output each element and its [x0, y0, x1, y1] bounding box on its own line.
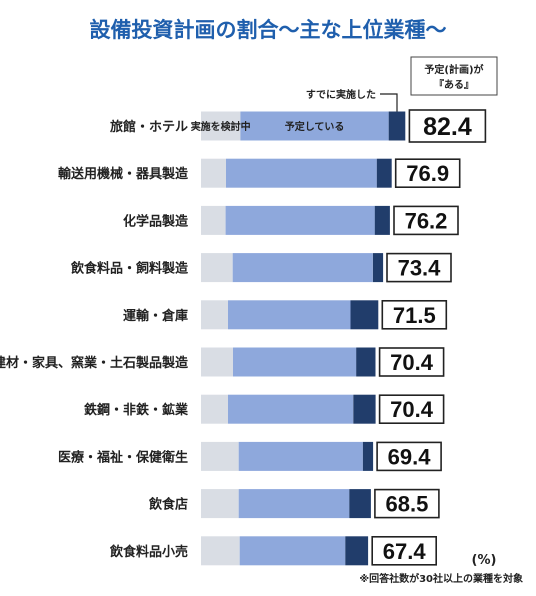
- bar-segment-considering: [201, 111, 241, 141]
- chart-title: 設備投資計画の割合～主な上位業種～: [90, 18, 447, 42]
- category-label: 輸送用機械・器具製造: [58, 166, 189, 182]
- bar-segment-considering: [201, 394, 228, 424]
- total-value-box: [376, 441, 442, 472]
- bar-segment-planned: [228, 394, 354, 424]
- bar-segment-considering: [201, 300, 228, 330]
- bars-group: [201, 111, 406, 566]
- bar-segment-implemented: [372, 253, 384, 283]
- bar-segment-planned: [233, 347, 357, 377]
- bar-segment-implemented: [362, 441, 374, 471]
- total-value-label: 71.5: [393, 303, 436, 328]
- bar-segment-considering: [201, 441, 239, 471]
- bar-segment-implemented: [345, 536, 369, 566]
- category-label: 飲食料品・飼料製造: [70, 261, 189, 277]
- total-value-label: 82.4: [423, 113, 472, 141]
- bar-segment-planned: [225, 205, 375, 235]
- unit-label: (%): [472, 553, 497, 568]
- bar-segment-considering: [201, 253, 233, 283]
- total-value-box: [371, 535, 438, 566]
- total-value-box: [394, 158, 461, 188]
- total-annotation-box: [410, 56, 498, 96]
- bar-segment-planned: [239, 536, 346, 566]
- annotation-total-line1: 予定(計画)が: [424, 63, 484, 76]
- total-value-box: [374, 488, 440, 519]
- bar-segment-planned: [238, 441, 363, 471]
- annotation-considering: 実施を検討中: [191, 120, 251, 133]
- bar-segment-implemented: [353, 394, 376, 424]
- bar-segment-implemented: [374, 205, 390, 235]
- bar-segment-planned: [238, 489, 350, 519]
- bar-segment-implemented: [376, 158, 392, 188]
- bar-segment-considering: [201, 489, 239, 519]
- total-value-label: 73.4: [398, 256, 442, 281]
- category-label: 鉄鋼・非鉄・鉱業: [84, 402, 189, 418]
- total-value-box: [381, 299, 448, 330]
- total-value-label: 70.4: [390, 350, 434, 375]
- annotation-planned: 予定している: [285, 120, 345, 133]
- total-value-label: 76.9: [406, 161, 449, 186]
- total-value-boxes-group: 82.4 76.9 76.2 73.4 71.5 70.4 70.4 69.4 68.5 67.4: [371, 109, 487, 566]
- bar-segment-planned: [228, 300, 351, 330]
- bar-segment-implemented: [356, 347, 376, 377]
- total-value-label: 68.5: [385, 492, 428, 517]
- bar-segment-considering: [201, 158, 226, 188]
- bar-segment-planned: [232, 253, 373, 283]
- total-value-box: [393, 205, 459, 236]
- bar-segment-planned: [240, 111, 389, 141]
- total-value-label: 76.2: [405, 208, 448, 233]
- category-label: 化学品製造: [123, 213, 189, 229]
- total-value-box: [378, 394, 445, 425]
- bar-segment-planned: [226, 158, 377, 188]
- total-value-label: 67.4: [383, 539, 427, 564]
- bar-segment-considering: [201, 205, 226, 235]
- category-label: 運輸・倉庫: [123, 308, 188, 324]
- footnote: ※回答社数が30社以上の業種を対象: [359, 572, 523, 585]
- category-label: 飲食料品小売: [109, 544, 188, 560]
- bar-segment-implemented: [349, 489, 371, 519]
- category-label: 旅館・ホテル: [110, 119, 188, 135]
- bar-segment-implemented: [388, 111, 406, 141]
- total-value-box: [408, 109, 487, 143]
- annotation-implemented: すでに実施した: [306, 88, 376, 101]
- total-value-box: [378, 347, 445, 377]
- total-value-label: 69.4: [388, 444, 432, 469]
- annotation-total-line2: 『ある』: [434, 78, 474, 91]
- bar-segment-considering: [201, 347, 233, 377]
- category-label: 飲食店: [148, 497, 188, 513]
- category-label: 医療・福祉・保健衛生: [58, 449, 188, 465]
- total-value-box: [386, 252, 452, 283]
- annotation-leader-line: [380, 93, 398, 112]
- category-label: 建材・家具、窯業・土石製品製造: [0, 355, 189, 371]
- category-labels-group: 旅館・ホテル輸送用機械・器具製造化学品製造飲食料品・飼料製造運輸・倉庫建材・家具…: [0, 119, 189, 560]
- legend-annotations-group: 実施を検討中 予定している すでに実施した 予定(計画)が『ある』: [191, 56, 498, 133]
- total-value-label: 70.4: [390, 397, 434, 422]
- bar-segment-considering: [201, 536, 240, 566]
- bar-segment-implemented: [350, 300, 379, 330]
